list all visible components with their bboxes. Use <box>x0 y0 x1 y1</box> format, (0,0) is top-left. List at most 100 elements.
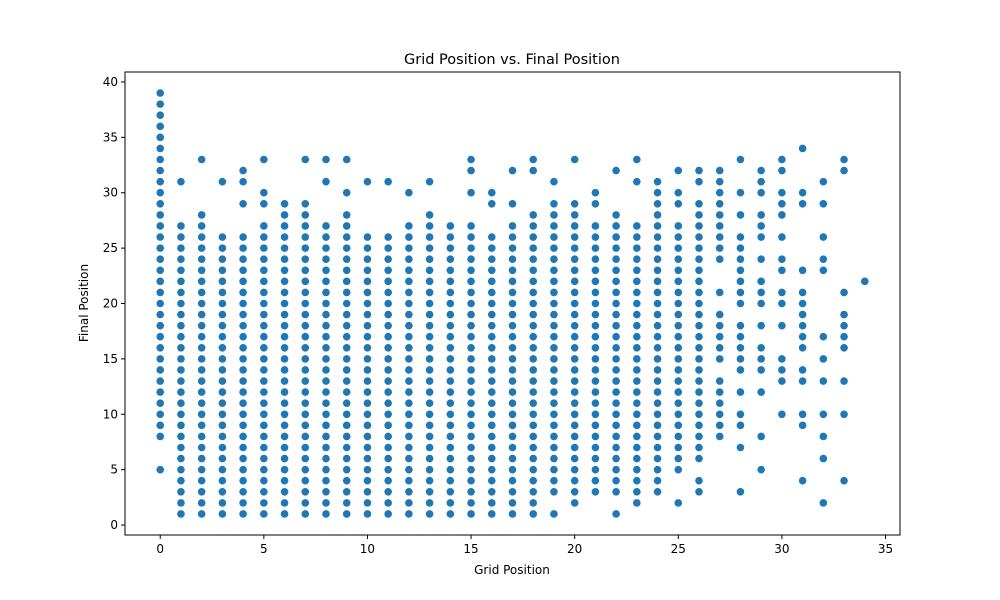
data-point <box>633 366 641 374</box>
data-point <box>570 432 579 441</box>
data-point <box>467 377 475 385</box>
data-point <box>778 377 786 385</box>
data-point <box>218 321 227 330</box>
data-point <box>653 266 662 275</box>
data-point <box>529 443 538 452</box>
data-point <box>487 488 496 496</box>
data-point <box>674 432 683 441</box>
data-point <box>529 421 538 430</box>
data-point <box>405 355 413 363</box>
data-point <box>757 233 765 241</box>
y-tick-label: 10 <box>103 407 118 421</box>
data-point <box>612 332 620 341</box>
data-point <box>550 432 558 441</box>
data-point <box>612 344 620 352</box>
data-point <box>425 321 434 330</box>
data-point <box>736 344 745 352</box>
data-point <box>508 388 517 396</box>
data-point <box>529 299 538 308</box>
x-tick-label: 15 <box>463 542 478 556</box>
data-point <box>550 454 558 463</box>
data-point <box>322 476 330 485</box>
data-point <box>177 377 185 385</box>
data-point <box>280 244 289 252</box>
x-tick-label: 30 <box>774 542 789 556</box>
data-point <box>405 310 413 319</box>
data-point <box>508 399 517 407</box>
data-point <box>633 399 641 407</box>
data-point <box>633 244 641 252</box>
data-point <box>446 288 455 297</box>
data-point <box>778 233 786 241</box>
data-point <box>197 332 206 341</box>
data-point <box>197 366 206 374</box>
data-point <box>591 233 600 241</box>
data-point <box>322 177 330 186</box>
data-point <box>653 421 662 430</box>
data-point <box>156 233 165 241</box>
data-point <box>384 177 392 186</box>
data-point <box>570 476 579 485</box>
data-point <box>446 388 455 396</box>
data-point <box>218 476 227 485</box>
data-point <box>778 321 786 330</box>
data-point <box>591 388 600 396</box>
data-point <box>570 488 579 496</box>
data-point <box>695 388 703 396</box>
data-point <box>467 476 475 485</box>
data-point <box>384 366 392 374</box>
data-point <box>653 454 662 463</box>
data-point <box>840 288 848 297</box>
data-point <box>570 200 579 208</box>
data-point <box>715 177 724 186</box>
data-point <box>260 255 268 263</box>
data-point <box>550 476 558 485</box>
data-point <box>550 344 558 352</box>
data-point <box>467 233 475 241</box>
data-point <box>363 310 372 319</box>
data-point <box>342 432 351 441</box>
data-point <box>840 155 848 164</box>
data-point <box>695 332 703 341</box>
data-point <box>405 366 413 374</box>
data-point <box>653 177 662 186</box>
data-point <box>467 465 475 474</box>
data-point <box>280 432 289 441</box>
data-point <box>239 432 247 441</box>
x-axis-label: Grid Position <box>474 563 550 577</box>
data-point <box>467 255 475 263</box>
data-point <box>218 454 227 463</box>
data-point <box>384 288 392 297</box>
data-point <box>446 465 455 474</box>
data-point <box>405 244 413 252</box>
data-point <box>529 499 538 507</box>
data-point <box>695 222 703 230</box>
data-point <box>674 410 683 419</box>
data-point <box>384 476 392 485</box>
data-point <box>197 299 206 308</box>
data-point <box>301 155 310 164</box>
data-point <box>487 255 496 263</box>
data-point <box>425 332 434 341</box>
data-point <box>798 377 807 385</box>
data-point <box>197 233 206 241</box>
data-point <box>467 432 475 441</box>
data-point <box>363 288 372 297</box>
data-point <box>177 443 185 452</box>
data-point <box>529 310 538 319</box>
data-point <box>218 488 227 496</box>
data-point <box>301 222 310 230</box>
data-point <box>301 488 310 496</box>
data-point <box>405 332 413 341</box>
data-point <box>301 432 310 441</box>
data-point <box>446 399 455 407</box>
data-point <box>695 454 703 463</box>
data-point <box>529 488 538 496</box>
data-point <box>736 443 745 452</box>
data-point <box>529 366 538 374</box>
data-point <box>819 499 828 507</box>
data-point <box>487 410 496 419</box>
data-point <box>177 332 185 341</box>
data-point <box>177 499 185 507</box>
data-point <box>405 222 413 230</box>
